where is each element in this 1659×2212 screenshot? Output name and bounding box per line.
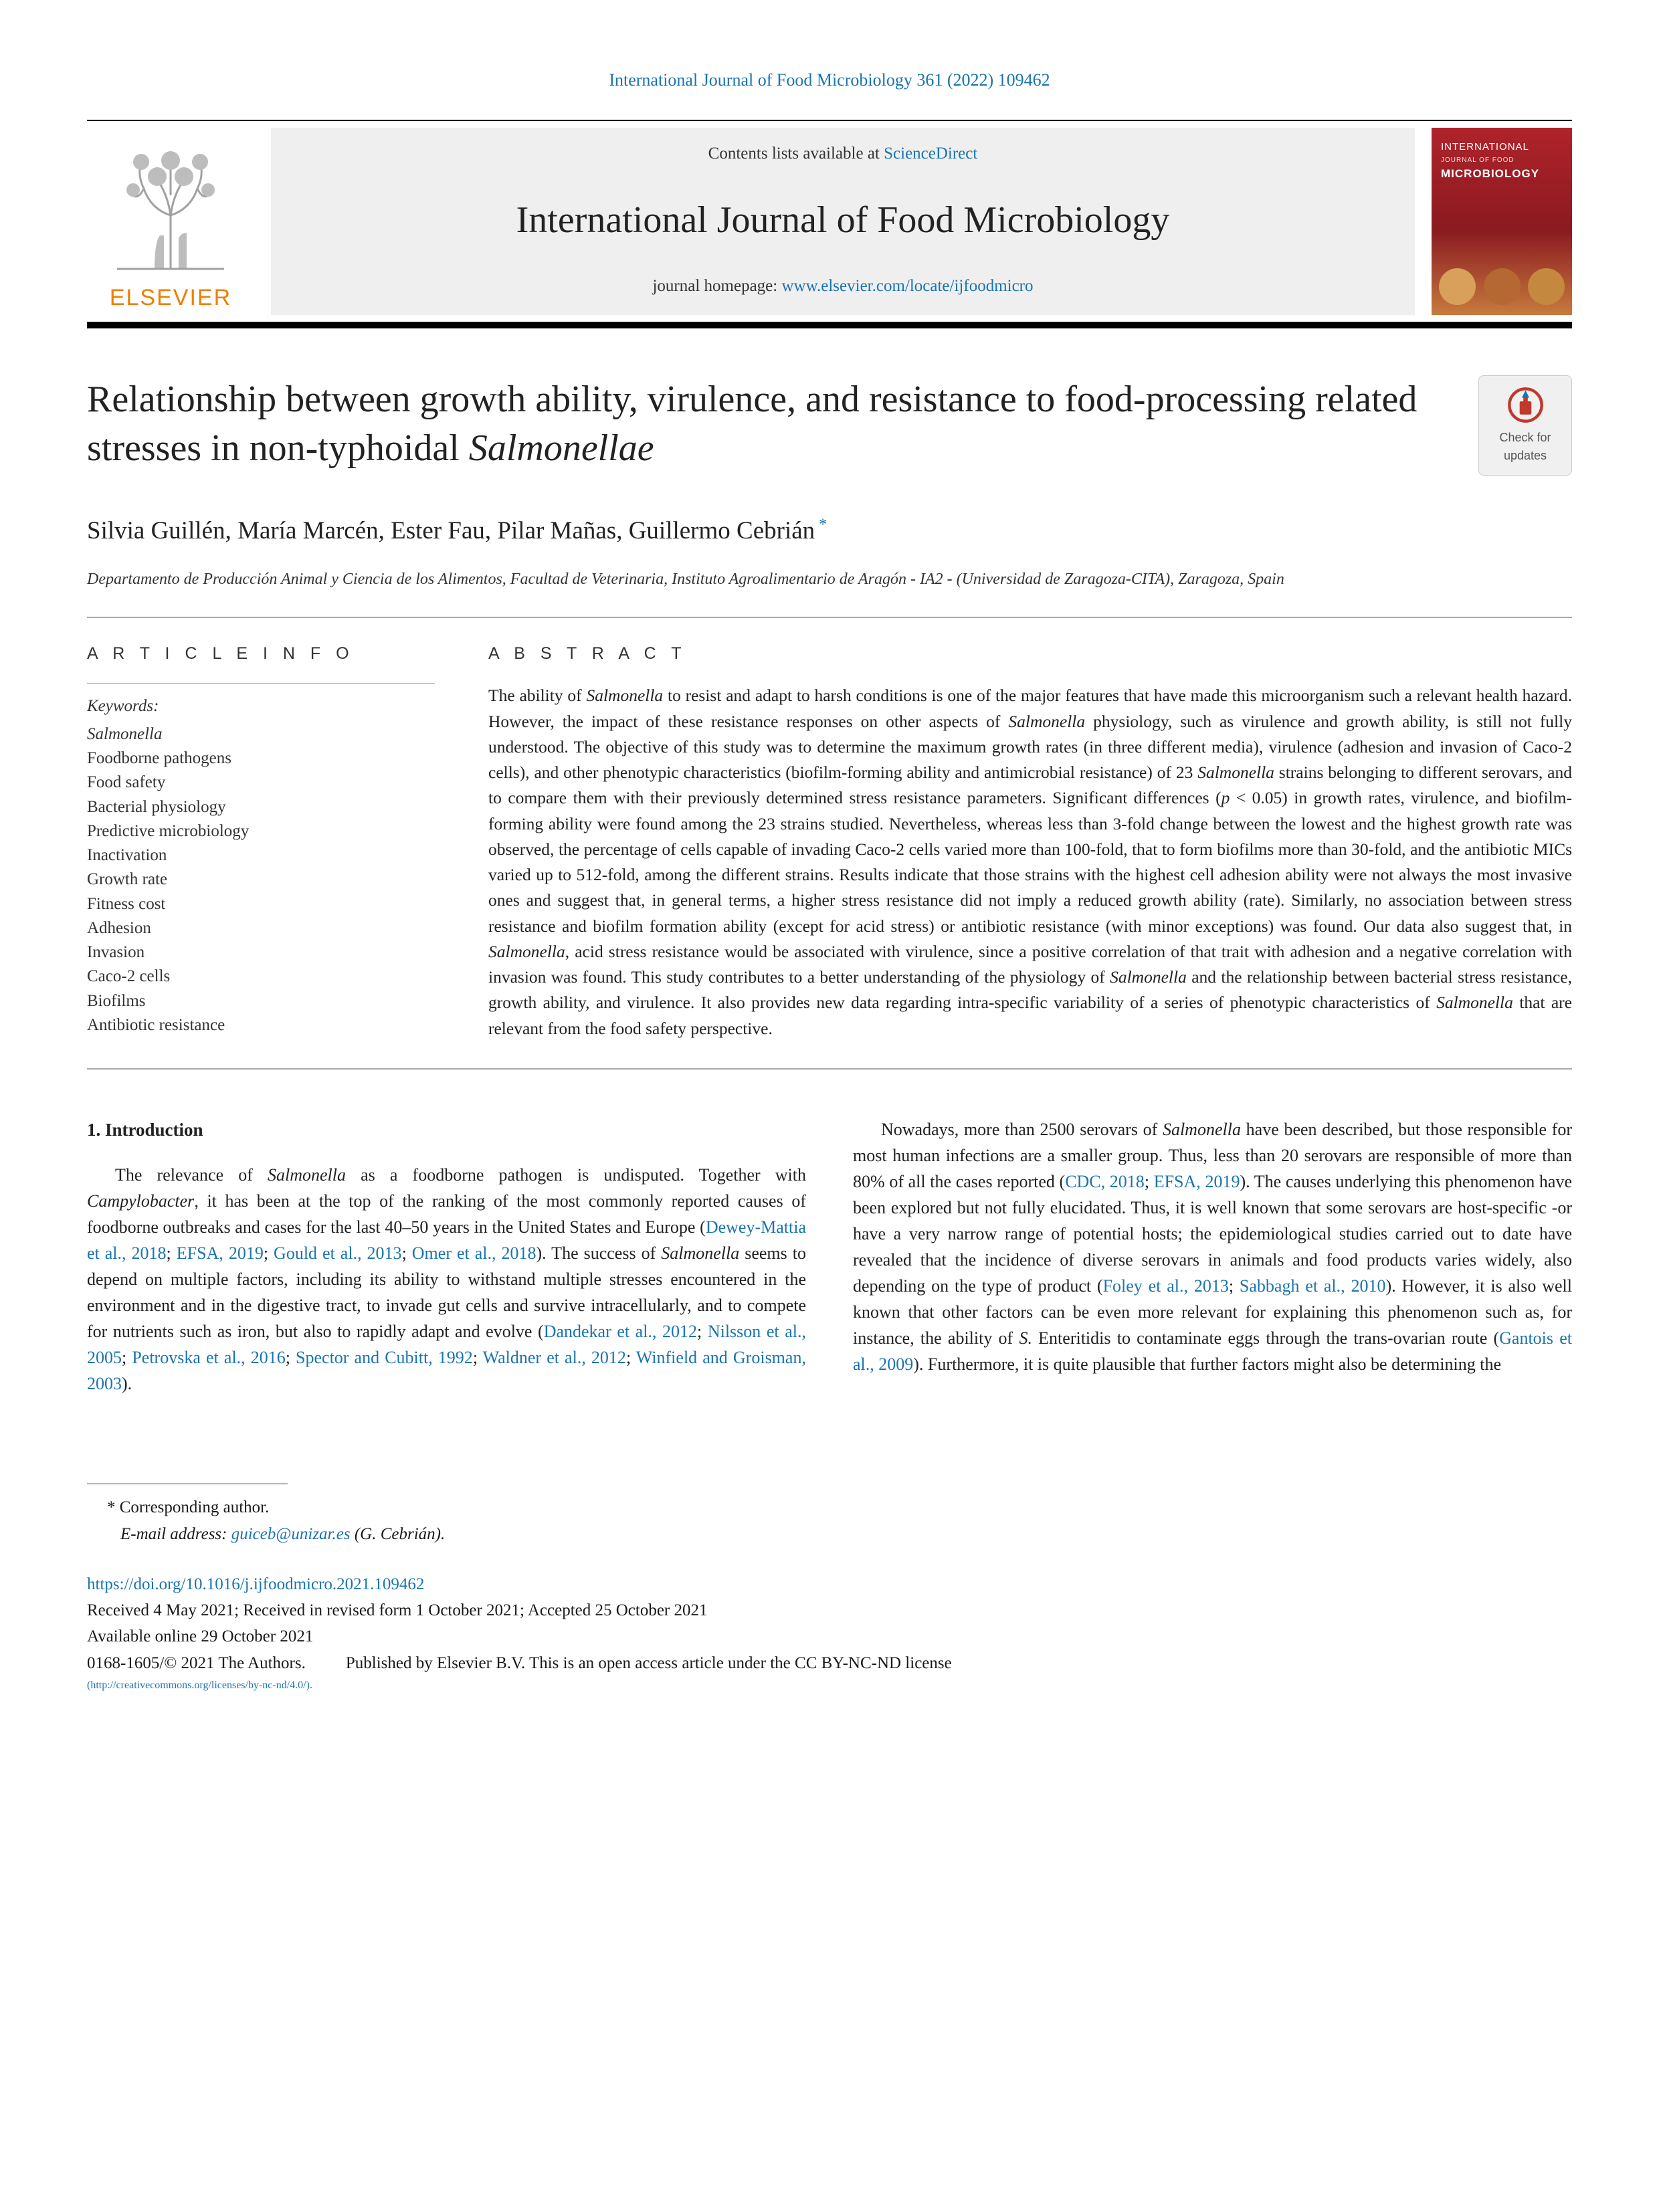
keyword-item: Foodborne pathogens — [87, 746, 435, 771]
elsevier-logo[interactable]: ELSEVIER — [87, 128, 254, 315]
sciencedirect-link[interactable]: ScienceDirect — [884, 144, 977, 163]
affiliation: Departamento de Producción Animal y Cien… — [87, 569, 1572, 590]
column-left: 1. Introduction The relevance of Salmone… — [87, 1116, 806, 1397]
copy-left: 0168-1605/© 2021 The Authors. — [87, 1650, 306, 1677]
received-line: Received 4 May 2021; Received in revised… — [87, 1598, 1572, 1624]
license-url[interactable]: (http://creativecommons.org/licenses/by-… — [87, 1677, 1572, 1694]
doi-link[interactable]: https://doi.org/10.1016/j.ijfoodmicro.20… — [87, 1575, 424, 1593]
copy-right: Published by Elsevier B.V. This is an op… — [306, 1650, 1572, 1677]
abstract-heading: A B S T R A C T — [488, 641, 1572, 667]
keywords-label: Keywords: — [87, 694, 435, 719]
article-info: A R T I C L E I N F O Keywords: Salmonel… — [87, 641, 435, 1041]
elsevier-tree-icon — [104, 142, 237, 276]
journal-name: International Journal of Food Microbiolo… — [516, 192, 1170, 248]
keyword-item: Salmonella — [87, 722, 435, 746]
check-updates-badge[interactable]: Check for updates — [1478, 375, 1572, 476]
elsevier-wordmark: ELSEVIER — [110, 281, 231, 315]
contents-prefix: Contents lists available at — [708, 144, 884, 163]
intro-p2: Nowadays, more than 2500 serovars of Sal… — [853, 1116, 1572, 1377]
keyword-item: Bacterial physiology — [87, 795, 435, 819]
authors: Silvia Guillén, María Marcén, Ester Fau,… — [87, 512, 1572, 550]
keyword-item: Antibiotic resistance — [87, 1013, 435, 1037]
available-line: Available online 29 October 2021 — [87, 1624, 1572, 1650]
keyword-item: Growth rate — [87, 868, 435, 892]
corresponding-author: * Corresponding author. — [87, 1494, 1572, 1521]
updates-label: Check for updates — [1486, 429, 1565, 465]
top-citation: International Journal of Food Microbiolo… — [87, 67, 1572, 93]
homepage-line: journal homepage: www.elsevier.com/locat… — [652, 274, 1033, 299]
info-abstract-row: A R T I C L E I N F O Keywords: Salmonel… — [87, 641, 1572, 1041]
copyright-line: 0168-1605/© 2021 The Authors. Published … — [87, 1650, 1572, 1677]
body-columns: 1. Introduction The relevance of Salmone… — [87, 1116, 1572, 1397]
thick-rule — [87, 322, 1572, 328]
abstract: A B S T R A C T The ability of Salmonell… — [488, 641, 1572, 1041]
cover-circles — [1432, 268, 1572, 305]
keyword-item: Invasion — [87, 940, 435, 965]
keyword-item: Predictive microbiology — [87, 819, 435, 843]
corresponding-email-line: E-mail address: guiceb@unizar.es (G. Ceb… — [87, 1521, 1572, 1548]
cover-line3: MICROBIOLOGY — [1441, 165, 1563, 183]
contents-line: Contents lists available at ScienceDirec… — [708, 141, 978, 167]
journal-cover-thumb[interactable]: INTERNATIONAL JOURNAL OF FOOD MICROBIOLO… — [1432, 128, 1572, 315]
keyword-item: Inactivation — [87, 843, 435, 868]
section-rule-2 — [87, 1068, 1572, 1070]
keyword-item: Fitness cost — [87, 892, 435, 916]
homepage-prefix: journal homepage: — [652, 277, 781, 295]
top-rule — [87, 120, 1572, 121]
email-link[interactable]: guiceb@unizar.es — [231, 1525, 351, 1543]
header-band: ELSEVIER Contents lists available at Sci… — [87, 128, 1572, 315]
info-rule — [87, 683, 435, 684]
cover-line1: INTERNATIONAL — [1441, 140, 1563, 155]
title-row: Relationship between growth ability, vir… — [87, 375, 1572, 476]
header-center: Contents lists available at ScienceDirec… — [271, 128, 1415, 315]
homepage-link[interactable]: www.elsevier.com/locate/ijfoodmicro — [781, 277, 1033, 295]
footer-block: * Corresponding author. E-mail address: … — [87, 1484, 1572, 1694]
keywords-list: SalmonellaFoodborne pathogensFood safety… — [87, 722, 435, 1037]
doi-line: https://doi.org/10.1016/j.ijfoodmicro.20… — [87, 1571, 1572, 1598]
column-right: Nowadays, more than 2500 serovars of Sal… — [853, 1116, 1572, 1397]
keyword-item: Food safety — [87, 771, 435, 795]
intro-p1: The relevance of Salmonella as a foodbor… — [87, 1162, 806, 1397]
article-info-heading: A R T I C L E I N F O — [87, 641, 435, 667]
keyword-item: Adhesion — [87, 916, 435, 940]
email-name: (G. Cebrián). — [351, 1525, 446, 1543]
cover-line2: JOURNAL OF FOOD — [1441, 155, 1563, 165]
updates-icon — [1507, 387, 1544, 423]
email-label: E-mail address: — [120, 1525, 231, 1543]
keyword-item: Caco-2 cells — [87, 965, 435, 989]
section-heading-intro: 1. Introduction — [87, 1116, 806, 1144]
keyword-item: Biofilms — [87, 989, 435, 1013]
section-rule-1 — [87, 617, 1572, 618]
abstract-text: The ability of Salmonella to resist and … — [488, 683, 1572, 1041]
article-title: Relationship between growth ability, vir… — [87, 375, 1452, 473]
